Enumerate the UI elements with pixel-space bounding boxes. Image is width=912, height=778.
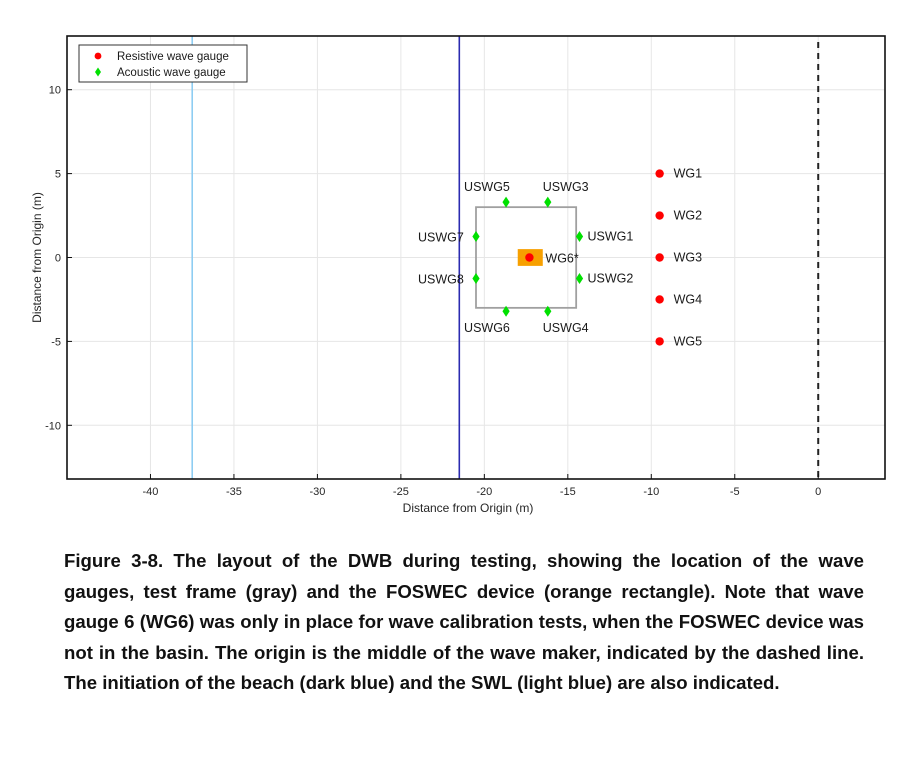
x-tick-label: -35 bbox=[226, 486, 242, 498]
gauge-label: WG2 bbox=[674, 209, 703, 223]
gauge-label: USWG6 bbox=[464, 321, 510, 335]
acoustic-gauge-marker bbox=[544, 305, 552, 317]
gauge-label: USWG4 bbox=[543, 321, 589, 335]
gauge-label: USWG8 bbox=[418, 272, 464, 286]
acoustic-gauge-marker bbox=[502, 196, 510, 208]
gauge-label: USWG2 bbox=[588, 271, 634, 285]
legend-resistive-label: Resistive wave gauge bbox=[117, 51, 229, 63]
gauge-label: USWG5 bbox=[464, 180, 510, 194]
acoustic-gauge-marker bbox=[502, 305, 510, 317]
gauge-label: WG3 bbox=[674, 251, 703, 265]
y-tick-label: -10 bbox=[45, 420, 61, 432]
test-frame bbox=[475, 206, 578, 309]
x-tick-label: -40 bbox=[143, 486, 159, 498]
resistive-gauge-marker bbox=[525, 253, 534, 262]
gauge-label: WG1 bbox=[674, 167, 703, 181]
x-tick-label: 0 bbox=[815, 486, 821, 498]
x-tick-label: -30 bbox=[309, 486, 325, 498]
legend-acoustic-label: Acoustic wave gauge bbox=[117, 67, 226, 79]
x-tick-label: -15 bbox=[560, 486, 576, 498]
y-tick-label: 0 bbox=[55, 253, 61, 265]
gauge-label: WG4 bbox=[674, 292, 703, 306]
resistive-gauge-marker bbox=[655, 169, 664, 178]
x-axis-label: Distance from Origin (m) bbox=[403, 501, 534, 515]
acoustic-gauge-marker bbox=[544, 196, 552, 208]
resistive-gauge-marker bbox=[655, 337, 664, 346]
gauge-label: USWG7 bbox=[418, 231, 464, 245]
legend-acoustic-marker bbox=[95, 67, 101, 77]
layout-chart: WG1 WG2 WG3 WG4 WG5 WG6* USWG1 USWG2 USWG3 USWG4 U… bbox=[30, 35, 886, 515]
x-tick-label: -5 bbox=[730, 486, 740, 498]
x-tick-label: -25 bbox=[393, 486, 409, 498]
resistive-gauge-marker bbox=[655, 211, 664, 220]
y-tick-label: -5 bbox=[51, 336, 61, 348]
y-tick-label: 5 bbox=[55, 169, 61, 181]
acoustic-gauge-marker bbox=[472, 272, 480, 284]
gauge-label: WG5 bbox=[674, 334, 703, 348]
acoustic-gauge-marker bbox=[575, 231, 584, 243]
resistive-gauge-marker bbox=[655, 253, 664, 262]
gauge-label: WG6* bbox=[545, 252, 578, 266]
gauge-label: USWG1 bbox=[588, 230, 634, 244]
legend-box bbox=[78, 44, 248, 83]
x-tick-label: -20 bbox=[476, 486, 492, 498]
y-axis-label: Distance from Origin (m) bbox=[30, 192, 44, 323]
gauge-label: USWG3 bbox=[543, 180, 589, 194]
figure-caption: Figure 3-8. The layout of the DWB during… bbox=[64, 550, 864, 693]
resistive-gauge-marker bbox=[655, 295, 664, 304]
chart-svg: WG1 WG2 WG3 WG4 WG5 WG6* USWG1 USWG2 USWG3 USWG4 U… bbox=[30, 35, 886, 515]
legend-resistive-marker bbox=[94, 52, 102, 60]
x-tick-label: -10 bbox=[643, 486, 659, 498]
y-tick-label: 10 bbox=[49, 85, 61, 97]
acoustic-gauge-marker bbox=[472, 231, 480, 243]
acoustic-gauge-marker bbox=[575, 272, 584, 284]
